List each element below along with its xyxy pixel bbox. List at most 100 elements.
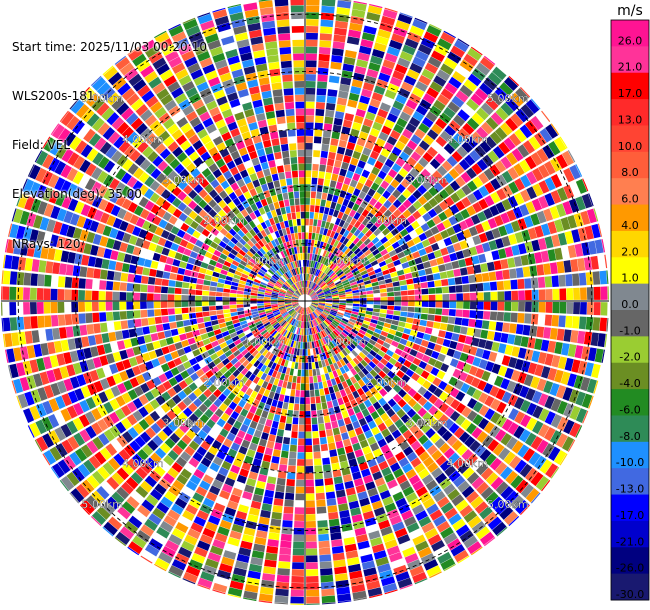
velocity-cell: [244, 288, 252, 293]
velocity-cell: [133, 283, 141, 292]
velocity-cell: [190, 372, 199, 382]
velocity-cell: [305, 170, 312, 178]
velocity-cell: [39, 371, 50, 385]
velocity-cell: [306, 288, 310, 295]
velocity-cell: [213, 388, 222, 398]
velocity-cell: [216, 287, 224, 293]
velocity-cell: [168, 485, 181, 497]
velocity-cell: [162, 323, 171, 331]
velocity-cell: [484, 408, 496, 421]
velocity-cell: [352, 326, 360, 332]
velocity-cell: [303, 307, 305, 315]
velocity-cell: [185, 162, 197, 173]
velocity-cell: [424, 267, 433, 275]
velocity-cell: [305, 239, 308, 246]
velocity-cell: [329, 363, 336, 372]
velocity-cell: [170, 265, 179, 274]
velocity-cell: [395, 157, 406, 167]
velocity-cell: [232, 197, 241, 207]
velocity-cell: [271, 292, 279, 296]
velocity-cell: [426, 274, 434, 282]
velocity-cell: [406, 354, 415, 363]
velocity-cell: [411, 178, 422, 189]
velocity-cell: [383, 240, 392, 249]
velocity-cell: [394, 527, 408, 539]
velocity-cell: [266, 196, 273, 205]
velocity-cell: [282, 345, 288, 353]
velocity-cell: [443, 106, 456, 119]
velocity-cell: [329, 341, 335, 349]
velocity-cell: [481, 220, 491, 232]
velocity-cell: [382, 253, 391, 261]
velocity-cell: [573, 302, 581, 315]
velocity-cell: [456, 293, 464, 301]
velocity-cell: [320, 150, 329, 159]
velocity-cell: [210, 315, 218, 321]
velocity-cell: [61, 195, 72, 209]
velocity-cell: [293, 348, 298, 356]
velocity-cell: [320, 581, 335, 590]
velocity-cell: [292, 302, 299, 306]
velocity-cell: [152, 376, 162, 387]
velocity-cell: [335, 315, 343, 320]
velocity-cell: [84, 411, 96, 424]
velocity-cell: [121, 392, 132, 404]
velocity-cell: [49, 354, 59, 368]
velocity-cell: [264, 358, 271, 367]
velocity-cell: [383, 218, 392, 227]
velocity-cell: [149, 410, 161, 422]
velocity-cell: [305, 115, 314, 123]
velocity-cell: [305, 500, 315, 508]
velocity-cell: [59, 223, 70, 236]
velocity-cell: [210, 241, 219, 250]
velocity-cell: [2, 286, 10, 300]
velocity-cell: [167, 170, 178, 181]
velocity-cell: [109, 227, 119, 239]
velocity-cell: [498, 447, 511, 461]
velocity-cell: [309, 306, 314, 312]
velocity-cell: [328, 314, 335, 320]
velocity-cell: [292, 240, 297, 248]
velocity-cell: [388, 357, 397, 366]
velocity-cell: [133, 386, 144, 397]
velocity-cell: [106, 215, 117, 227]
velocity-cell: [279, 547, 292, 555]
velocity-cell: [97, 466, 110, 480]
velocity-cell: [347, 200, 355, 209]
velocity-cell: [355, 396, 363, 405]
velocity-cell: [558, 274, 566, 287]
velocity-cell: [438, 211, 448, 222]
velocity-cell: [368, 361, 377, 369]
velocity-cell: [148, 513, 162, 526]
velocity-cell: [316, 278, 321, 285]
velocity-cell: [274, 595, 289, 604]
velocity-cell: [355, 334, 363, 342]
velocity-cell: [361, 246, 369, 254]
velocity-cell: [337, 496, 348, 505]
velocity-cell: [561, 342, 570, 356]
velocity-cell: [321, 402, 328, 410]
velocity-cell: [370, 206, 379, 216]
velocity-cell: [384, 473, 395, 483]
velocity-cell: [369, 349, 377, 357]
velocity-cell: [264, 308, 272, 312]
velocity-cell: [357, 362, 365, 371]
velocity-cell: [467, 73, 482, 87]
velocity-cell: [341, 279, 349, 285]
velocity-cell: [204, 321, 212, 328]
velocity-cell: [342, 221, 350, 230]
velocity-cell: [183, 275, 191, 283]
velocity-cell: [406, 156, 417, 167]
velocity-cell: [160, 363, 170, 373]
velocity-cell: [514, 459, 527, 474]
velocity-cell: [293, 283, 298, 290]
velocity-cell: [106, 92, 120, 106]
velocity-cell: [293, 534, 305, 542]
velocity-cell: [538, 393, 549, 407]
velocity-cell: [424, 528, 439, 540]
velocity-cell: [345, 293, 353, 297]
velocity-cell: [319, 281, 326, 288]
velocity-cell: [213, 249, 222, 257]
velocity-cell: [417, 546, 432, 559]
velocity-cell: [236, 304, 244, 308]
